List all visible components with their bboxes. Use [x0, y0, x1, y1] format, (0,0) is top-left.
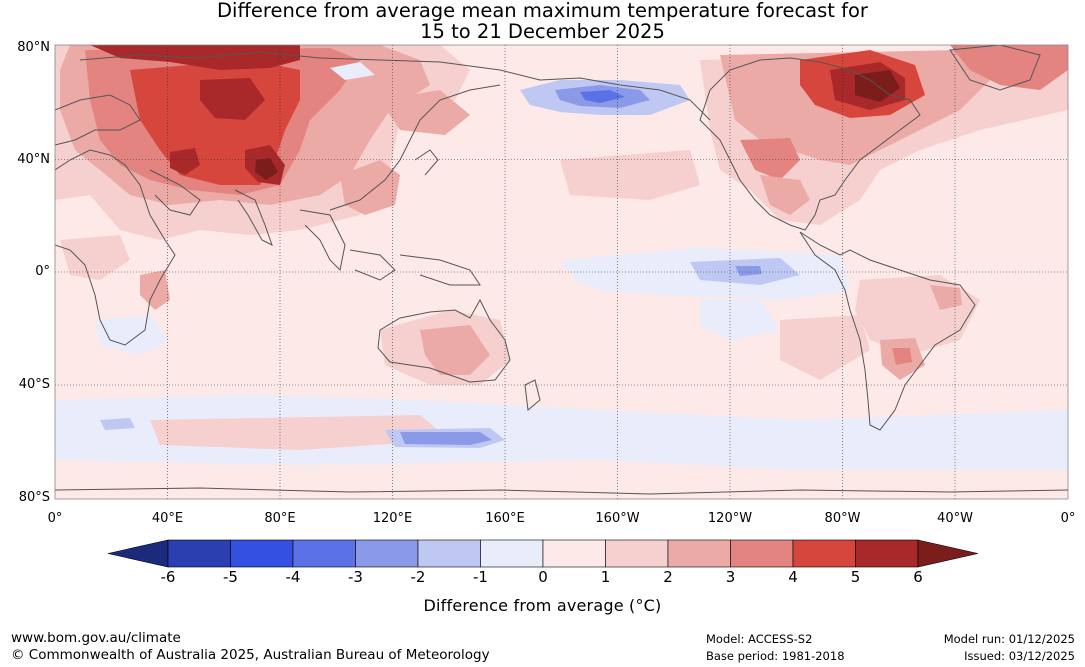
- colorbar-cell: [167, 539, 231, 568]
- colorbar-label-1: 1: [600, 568, 611, 586]
- footer-left: www.bom.gov.au/climate © Commonwealth of…: [11, 630, 490, 664]
- colorbar-label-3: 3: [725, 568, 736, 586]
- map-border: [54, 44, 1069, 500]
- coastlines: [55, 45, 1068, 495]
- anomaly-argentina-peak: [892, 348, 912, 365]
- anomaly-equatorial-cold-core: [735, 266, 762, 276]
- colorbar-label-m5: -5: [223, 568, 238, 586]
- colorbar-cell: [417, 539, 481, 568]
- footer-base-period: Base period: 1981-2018: [706, 649, 845, 663]
- lon-label-120e: 120°E: [372, 511, 413, 526]
- footer-dates: Model run: 01/12/2025 Issued: 03/12/2025: [944, 631, 1075, 665]
- lon-label-0-left: 0°: [47, 511, 63, 526]
- lat-label-0: 0°: [35, 264, 50, 279]
- anomaly-kazakhstan: [170, 148, 200, 175]
- anomaly-china-core: [255, 158, 278, 180]
- colorbar-cell: [230, 539, 294, 568]
- anomaly-siberia-cold-core: [580, 90, 625, 103]
- footer-issued: Issued: 03/12/2025: [964, 649, 1075, 663]
- footer-model-info: Model: ACCESS-S2 Base period: 1981-2018: [706, 631, 845, 665]
- lon-label-80e: 80°E: [264, 511, 296, 526]
- anomaly-indian-ocean-cold: [95, 315, 170, 355]
- colorbar-label-0: 0: [538, 568, 548, 586]
- anomaly-australia-core: [420, 325, 490, 375]
- footer-model: Model: ACCESS-S2: [706, 632, 813, 646]
- colorbar-label-m1: -1: [473, 568, 488, 586]
- anomaly-central-usa: [740, 138, 800, 180]
- anomaly-brazil-peak: [930, 285, 962, 310]
- lat-label-40n: 40°N: [17, 152, 50, 167]
- footer-copyright: © Commonwealth of Australia 2025, Austra…: [11, 647, 490, 663]
- colorbar-arrow-high: [917, 539, 979, 568]
- colorbar-label-4: 4: [788, 568, 798, 586]
- colorbar-label-m3: -3: [348, 568, 363, 586]
- colorbar-cell: [855, 539, 919, 568]
- lon-label-120w: 120°W: [707, 511, 753, 526]
- lat-label-40s: 40°S: [18, 377, 50, 392]
- colorbar-cell: [480, 539, 544, 568]
- colorbar: [107, 539, 979, 568]
- anomaly-africa-west: [60, 235, 130, 280]
- anomaly-layer: [55, 45, 1068, 499]
- anomaly-southern-ocean-cold: [400, 432, 492, 445]
- lat-label-80n: 80°N: [17, 40, 50, 55]
- footer-website[interactable]: www.bom.gov.au/climate: [11, 630, 181, 646]
- anomaly-antarctic-warm: [55, 470, 1068, 499]
- colorbar-title: Difference from average (°C): [423, 596, 662, 615]
- lat-label-80s: 80°S: [18, 490, 50, 505]
- lon-label-40e: 40°E: [151, 511, 184, 526]
- lon-label-0-right: 0°: [1060, 511, 1076, 526]
- colorbar-cell: [292, 539, 356, 568]
- colorbar-label-m6: -6: [160, 568, 176, 586]
- colorbar-cell: [605, 539, 669, 568]
- colorbar-cell: [730, 539, 794, 568]
- footer-model-run: Model run: 01/12/2025: [943, 632, 1075, 646]
- colorbar-cell: [542, 539, 606, 568]
- chart-title-line-1: Difference from average mean maximum tem…: [217, 0, 868, 22]
- anomaly-arctic-small-cold: [330, 62, 375, 80]
- colorbar-label-2: 2: [663, 568, 673, 586]
- colorbar-label-m2: -2: [410, 568, 426, 586]
- anomaly-greenland: [950, 45, 1068, 90]
- lon-label-160e: 160°E: [485, 511, 525, 526]
- lon-label-40w: 40°W: [937, 511, 973, 526]
- colorbar-cell: [355, 539, 419, 568]
- anomaly-japan: [380, 90, 470, 135]
- anomaly-north-pacific: [560, 150, 700, 200]
- colorbar-cell: [667, 539, 731, 568]
- anomaly-southern-ocean-warm: [150, 415, 450, 450]
- anomaly-southern-ocean-band: [55, 395, 1068, 470]
- colorbar-label-5: 5: [850, 568, 861, 586]
- lon-label-160w: 160°W: [595, 511, 640, 526]
- anomaly-east-pacific-cold: [700, 300, 780, 340]
- lon-label-80w: 80°W: [824, 511, 861, 526]
- colorbar-arrow-low: [107, 539, 169, 568]
- anomaly-southern-ocean-cold-small: [100, 418, 135, 430]
- anomaly-mexico: [760, 175, 810, 215]
- colorbar-label-m4: -4: [285, 568, 301, 586]
- anomaly-russia-peak: [200, 78, 265, 120]
- graticule: [55, 45, 1068, 499]
- colorbar-cell: [792, 539, 856, 568]
- anomaly-south-atlantic: [780, 315, 870, 380]
- colorbar-label-6: 6: [913, 568, 923, 586]
- chart-title-line-2: 15 to 21 December 2025: [420, 20, 665, 43]
